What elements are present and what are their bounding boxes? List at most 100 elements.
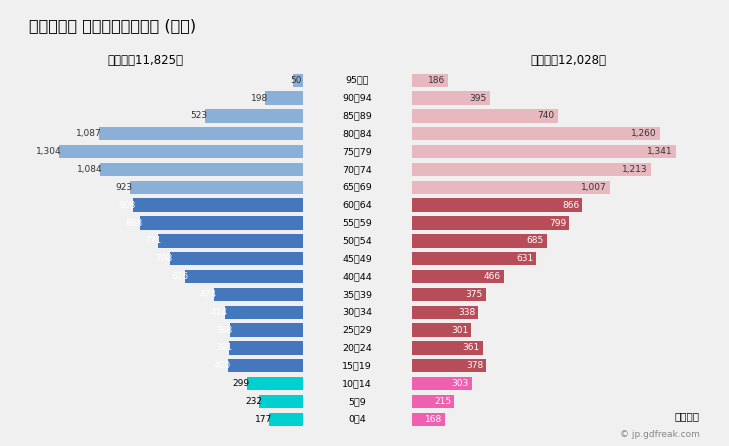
Bar — [412, 198, 582, 212]
Text: 60～64: 60～64 — [343, 201, 372, 210]
Bar — [412, 234, 547, 248]
Text: 799: 799 — [549, 219, 566, 227]
Text: 923: 923 — [115, 183, 133, 192]
Text: 474: 474 — [200, 290, 217, 299]
Text: ２０３０年 小川町の人口構成 (予測): ２０３０年 小川町の人口構成 (予測) — [29, 18, 196, 33]
Text: 186: 186 — [429, 76, 445, 85]
Bar — [412, 288, 486, 301]
Text: 708: 708 — [155, 254, 173, 263]
Bar — [412, 91, 490, 105]
Text: 85～89: 85～89 — [343, 112, 372, 120]
Text: 908: 908 — [118, 201, 136, 210]
Bar — [412, 252, 536, 265]
Text: 395: 395 — [469, 94, 487, 103]
Text: 466: 466 — [483, 272, 501, 281]
Text: 631: 631 — [516, 254, 533, 263]
Text: 70～74: 70～74 — [343, 165, 372, 174]
Bar — [230, 341, 303, 355]
Text: 400: 400 — [214, 361, 230, 370]
Text: 168: 168 — [425, 415, 442, 424]
Bar — [185, 270, 303, 283]
Text: 10～14: 10～14 — [343, 379, 372, 388]
Text: 215: 215 — [434, 397, 451, 406]
Text: 0～4: 0～4 — [348, 415, 366, 424]
Bar — [412, 74, 448, 87]
Text: 40～44: 40～44 — [343, 272, 372, 281]
Text: 303: 303 — [451, 379, 469, 388]
Text: 388: 388 — [216, 326, 233, 334]
Text: 1,007: 1,007 — [582, 183, 607, 192]
Text: 65～69: 65～69 — [343, 183, 372, 192]
Bar — [227, 359, 303, 372]
Text: 1,213: 1,213 — [622, 165, 647, 174]
Bar — [412, 359, 486, 372]
Text: 299: 299 — [233, 379, 249, 388]
Text: 361: 361 — [463, 343, 480, 352]
Text: 15～19: 15～19 — [343, 361, 372, 370]
Bar — [133, 198, 303, 212]
Text: 685: 685 — [526, 236, 544, 245]
Text: 75～79: 75～79 — [343, 147, 372, 156]
Text: 740: 740 — [537, 112, 555, 120]
Text: 25～29: 25～29 — [343, 326, 372, 334]
Text: 30～34: 30～34 — [342, 308, 373, 317]
Text: 1,341: 1,341 — [647, 147, 673, 156]
Bar — [412, 395, 454, 408]
Text: 771: 771 — [144, 236, 161, 245]
Bar — [225, 306, 303, 319]
Text: 45～49: 45～49 — [343, 254, 372, 263]
Text: 1,260: 1,260 — [631, 129, 657, 138]
Bar — [170, 252, 303, 265]
Text: 55～59: 55～59 — [343, 219, 372, 227]
Text: 378: 378 — [466, 361, 483, 370]
Text: 391: 391 — [215, 343, 232, 352]
Text: 868: 868 — [125, 219, 143, 227]
Text: 1,304: 1,304 — [36, 147, 61, 156]
Bar — [99, 127, 303, 140]
Bar — [412, 377, 472, 390]
Text: 90～94: 90～94 — [343, 94, 372, 103]
Text: 375: 375 — [466, 290, 483, 299]
Text: 523: 523 — [190, 112, 208, 120]
Bar — [259, 395, 303, 408]
Text: 198: 198 — [251, 94, 268, 103]
Bar — [412, 270, 504, 283]
Text: 232: 232 — [245, 397, 262, 406]
Bar — [412, 109, 558, 123]
Text: 80～84: 80～84 — [343, 129, 372, 138]
Text: 50: 50 — [290, 76, 302, 85]
Bar — [412, 413, 445, 426]
Text: 414: 414 — [211, 308, 228, 317]
Bar — [412, 163, 651, 176]
Bar — [58, 145, 303, 158]
Text: 女性計：12,028人: 女性計：12,028人 — [531, 54, 607, 66]
Bar — [205, 109, 303, 123]
Bar — [130, 181, 303, 194]
Bar — [265, 91, 303, 105]
Text: 50～54: 50～54 — [343, 236, 372, 245]
Text: 男性計：11,825人: 男性計：11,825人 — [108, 54, 184, 66]
Text: 626: 626 — [171, 272, 188, 281]
Text: 95歳～: 95歳～ — [346, 76, 369, 85]
Bar — [140, 216, 303, 230]
Text: 1,084: 1,084 — [77, 165, 103, 174]
Bar — [158, 234, 303, 248]
Text: 単位：人: 単位：人 — [675, 412, 700, 421]
Bar — [412, 341, 483, 355]
Text: 866: 866 — [562, 201, 580, 210]
Bar — [412, 145, 676, 158]
Bar — [230, 323, 303, 337]
Text: 5～9: 5～9 — [348, 397, 366, 406]
Text: 20～24: 20～24 — [343, 343, 372, 352]
Text: 338: 338 — [459, 308, 475, 317]
Bar — [412, 323, 471, 337]
Bar — [412, 216, 569, 230]
Text: © jp.gdfreak.com: © jp.gdfreak.com — [620, 430, 700, 439]
Bar — [270, 413, 303, 426]
Text: 1,087: 1,087 — [77, 129, 102, 138]
Bar — [412, 127, 660, 140]
Bar — [412, 181, 610, 194]
Text: 301: 301 — [451, 326, 468, 334]
Text: 177: 177 — [255, 415, 272, 424]
Bar — [214, 288, 303, 301]
